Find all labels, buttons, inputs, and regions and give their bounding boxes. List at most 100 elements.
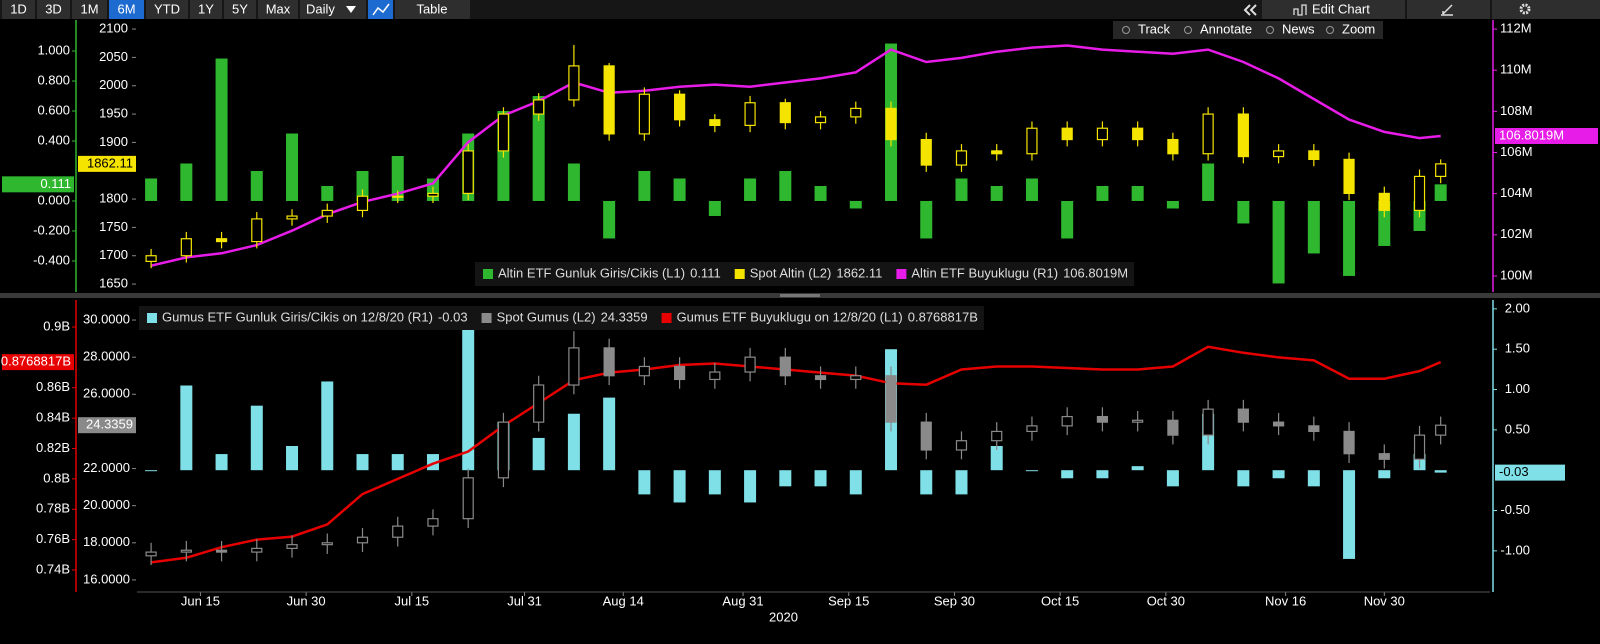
x-tick-label: Sep 30 [934,593,975,608]
range-label[interactable]: 1M [80,1,98,16]
y-tick-label: 108M [1500,103,1533,118]
flow-bar [1237,470,1250,487]
legend-name: Gumus ETF Gunluk Giris/Cikis on 12/8/20 … [162,309,433,324]
range-button[interactable] [109,0,144,19]
candle-body [462,477,474,520]
flow-bar [1166,470,1179,487]
flow-bar [673,470,686,503]
frequency-label[interactable]: Daily [306,1,335,16]
table-label[interactable]: Table [416,1,447,16]
legend-value: 0.8768817B [908,309,978,324]
candle-body [991,150,1003,155]
dropdown-arrow [346,6,356,13]
edit-chart-icon [1293,4,1307,16]
flow-bar [567,163,580,201]
range-button[interactable] [224,0,256,19]
legend-swatch [734,269,745,279]
candle-body [180,549,192,553]
collapse-icon[interactable] [1249,4,1257,16]
flow-bar [638,470,651,495]
range-button[interactable] [2,0,35,19]
range-button[interactable] [258,0,298,19]
flow-bar [638,170,651,201]
legend-swatch [483,269,493,279]
y-tick-label: 28.0000 [83,349,130,364]
flow-bar [462,316,475,471]
frequency-button[interactable] [300,0,366,19]
range-label[interactable]: 1D [10,1,27,16]
tool-icon [1326,26,1334,34]
candle-body [920,421,932,451]
range-button[interactable] [37,0,70,19]
flow-bar [708,200,721,216]
candle-body [674,365,686,381]
flow-bar [180,163,193,201]
tool-label[interactable]: News [1282,21,1315,36]
flow-bar [1061,200,1074,239]
candle-body [638,365,650,377]
candle-body [674,93,686,121]
edit-chart-label[interactable]: Edit Chart [1312,1,1370,16]
y-tick-label: 0.76B [36,531,70,546]
range-label[interactable]: YTD [154,1,180,16]
flow-bar [990,446,1003,471]
x-axis-label: 2020 [769,609,798,624]
range-button[interactable] [72,0,107,19]
flow-bar [356,170,369,201]
legend-swatch [481,313,492,323]
flow-bar [250,170,263,201]
y-tick-label: 0.600 [37,102,70,117]
range-label[interactable]: 6M [117,1,135,16]
candle-body [955,440,968,451]
tool-label[interactable]: Zoom [1342,21,1375,36]
candle-body [1435,163,1447,178]
flow-bar [215,454,228,471]
flow-bar [814,470,827,487]
range-label[interactable]: 1Y [198,1,214,16]
y-tick-label: 112M [1500,20,1532,35]
tool-icon [1184,26,1192,34]
flow-bar [567,413,580,471]
y-tick-label: 2100 [99,21,128,36]
flow-bar [1025,470,1038,472]
candle-body [850,107,862,118]
legend-name: Altin ETF Buyuklugu (R1) [911,265,1058,280]
range-label[interactable]: 3D [45,1,62,16]
candle-body [1167,419,1179,436]
collapse-icon[interactable] [1243,4,1251,16]
candle-body [1308,150,1320,160]
y-tick-label: -0.50 [1500,502,1530,517]
candle-body [1308,425,1320,433]
candle-body [145,255,157,263]
y-tick-label: 0.50 [1505,421,1530,436]
candle-body [603,347,615,377]
candle-body [215,549,228,553]
last-value-label: 24.3359 [86,417,133,432]
range-label[interactable]: Max [266,1,291,16]
y-tick-label: 1650 [99,276,128,291]
legend-value: -0.03 [438,309,468,324]
x-tick-label: Jun 15 [181,593,220,608]
candle-body [497,421,510,479]
candle-body [1026,127,1038,155]
range-button[interactable] [190,0,222,19]
candle-body [533,99,545,115]
legend-value: 24.3359 [601,309,648,324]
range-label[interactable]: 5Y [232,1,248,16]
x-tick-label: Oct 30 [1147,593,1185,608]
candle-body [1096,415,1109,423]
y-tick-label: 1.000 [37,42,70,57]
range-button[interactable] [146,0,188,19]
candle-body [1167,138,1179,155]
y-tick-label: 1750 [99,219,128,234]
y-tick-label: 20.0000 [83,497,130,512]
x-tick-label: Jul 15 [394,593,429,608]
last-value-label: 0.8768817B [1,354,71,369]
candle-body [356,536,369,544]
settings-button[interactable] [1492,0,1600,19]
table-button[interactable] [395,0,470,19]
size-line [150,44,1441,267]
y-tick-label: 2000 [99,77,128,92]
tool-label[interactable]: Annotate [1200,21,1252,36]
tool-label[interactable]: Track [1138,21,1171,36]
